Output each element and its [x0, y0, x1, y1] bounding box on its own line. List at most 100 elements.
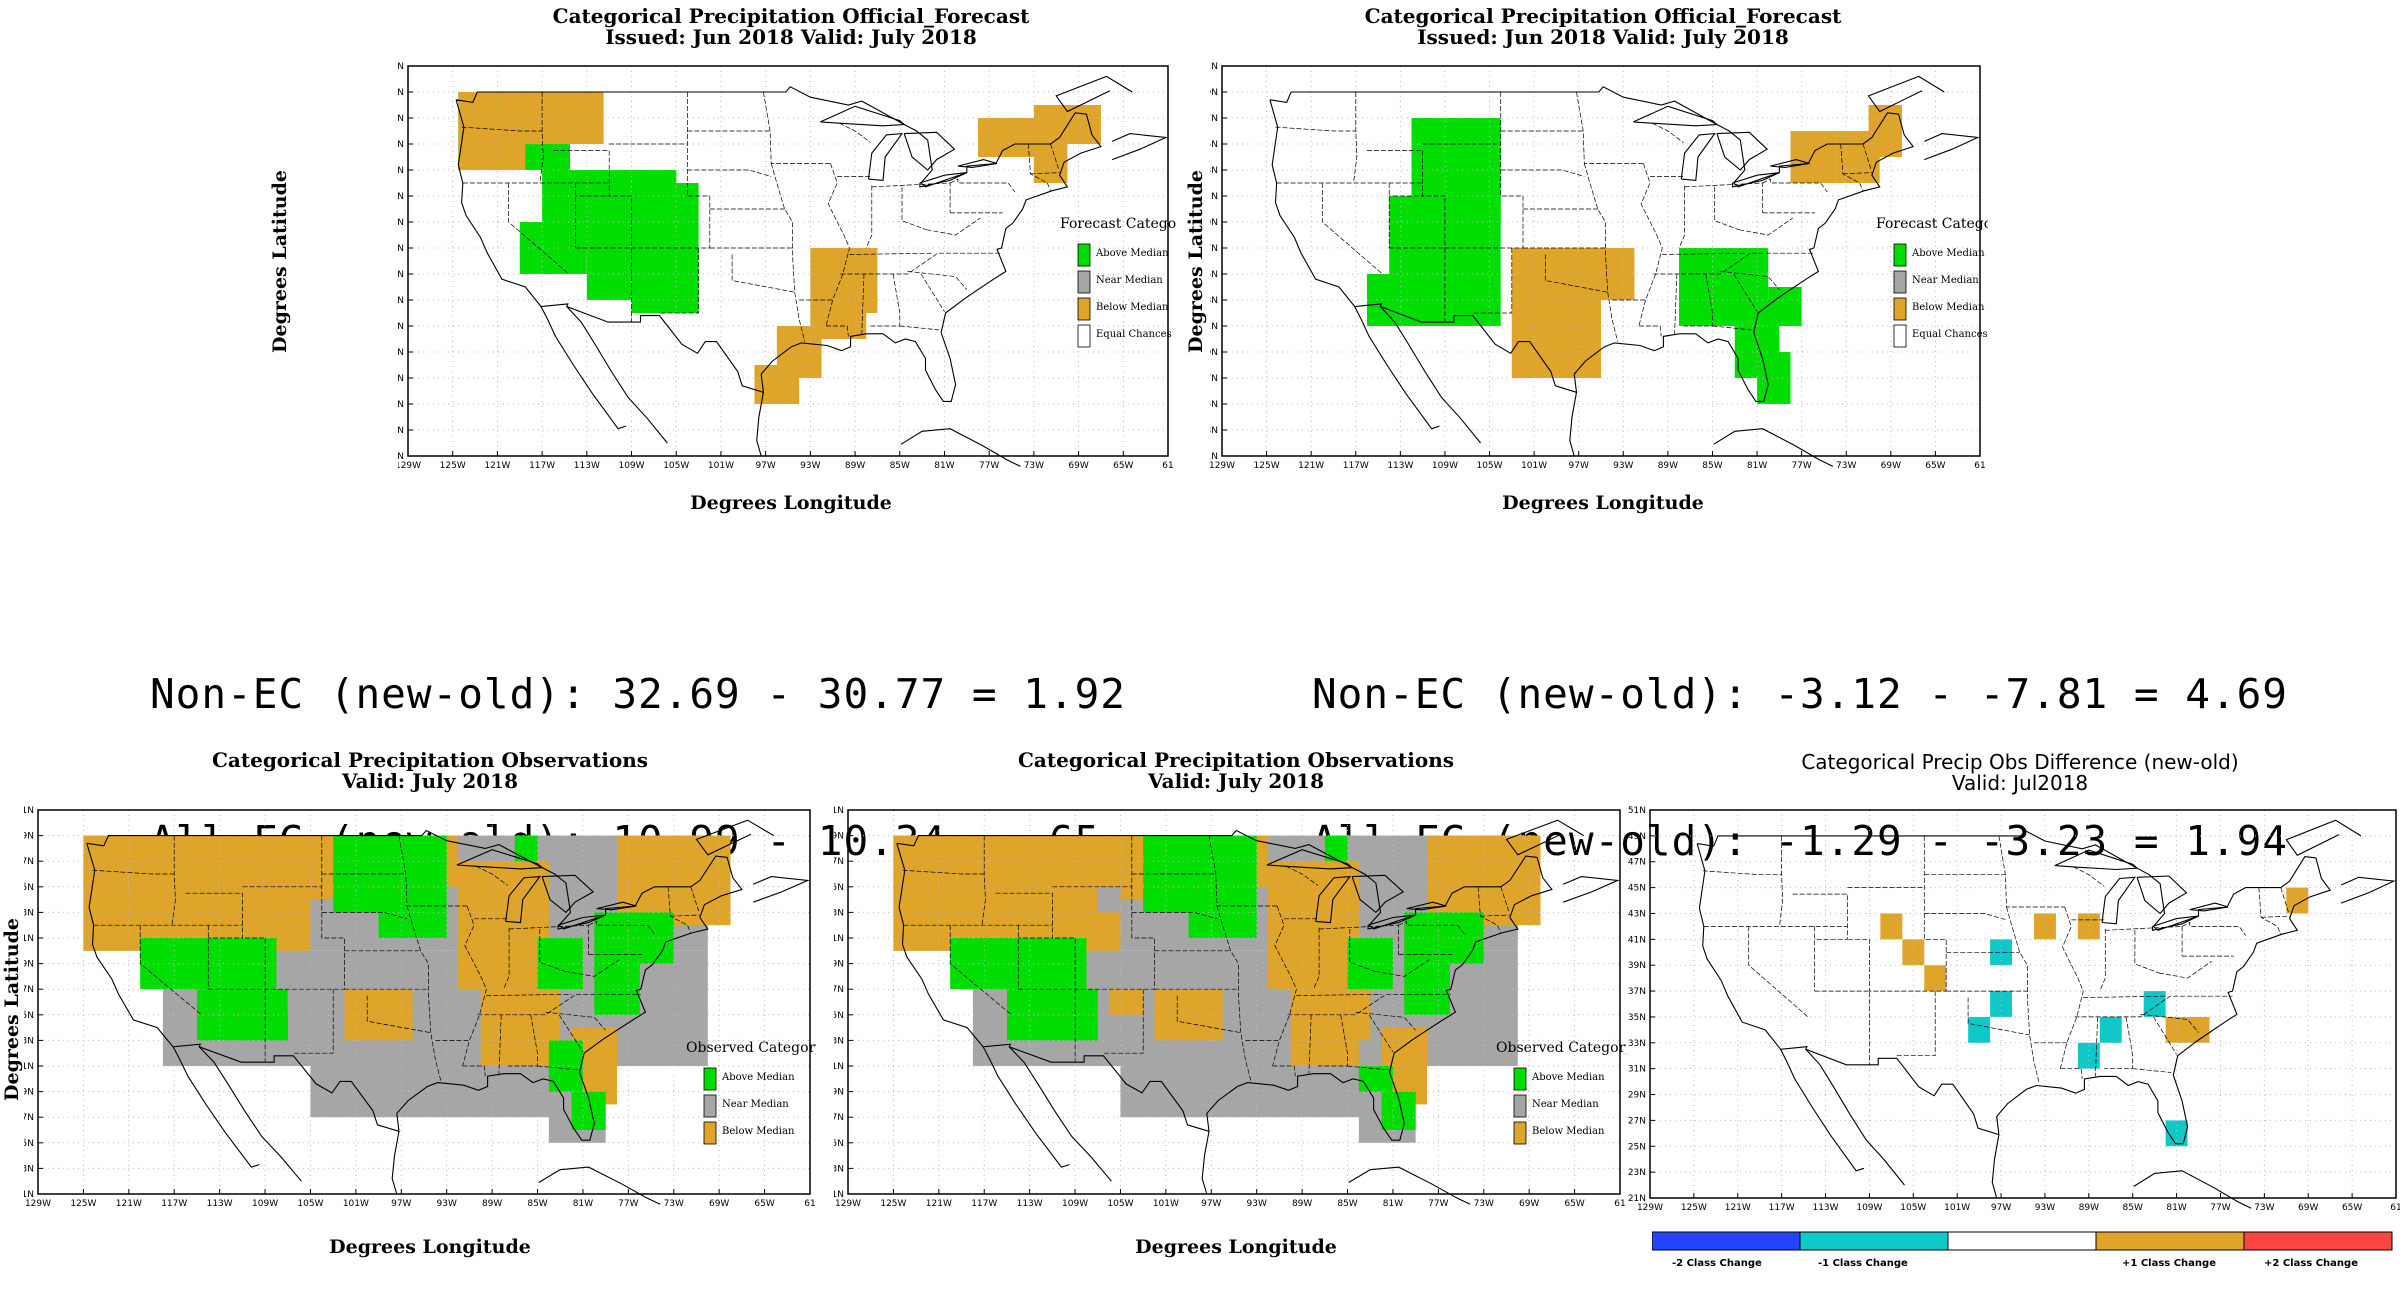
lat-tick-label: 37N	[398, 244, 404, 254]
lat-tick-label: 33N	[398, 296, 404, 306]
legend-swatch	[1513, 1067, 1527, 1091]
lat-lon-grid	[1649, 809, 2397, 1199]
diff-colorbar	[1652, 1231, 2393, 1251]
lon-tick-label: 121W	[926, 1199, 952, 1209]
legend-label: Above Median	[1531, 1072, 1605, 1083]
obs-middle-map: 51N 49N 47N 45N 43N 41N 39N 37N 35N 33N 31N 29N 27N 2…	[834, 806, 1626, 1209]
lat-tick-label: 31N	[398, 322, 404, 332]
lon-tick-label: 93W	[800, 461, 820, 471]
axis-ticks: 51N 49N 47N 45N 43N 41N 39N 37N 35N 33N 31N 29N 27N 2…	[1210, 62, 1986, 471]
lat-tick-label: 27N	[1628, 1116, 1646, 1126]
axis-ticks: 51N 49N 47N 45N 43N 41N 39N 37N 35N 33N 31N 29N 27N 2…	[24, 806, 816, 1209]
map-legend: Forecast Category Above Median Near Median…	[1060, 216, 1176, 348]
lat-tick-label: 25N	[1210, 400, 1218, 410]
grid-cell	[1358, 1040, 1382, 1066]
lon-tick-label: 109W	[618, 461, 644, 471]
lon-tick-label: 81W	[1747, 461, 1767, 471]
obs-left-ylabel: Degrees Latitude	[1, 918, 23, 1101]
lon-tick-label: 101W	[1944, 1203, 1970, 1213]
lon-tick-label: 129W	[835, 1199, 861, 1209]
lat-tick-label: 41N	[1210, 192, 1218, 202]
legend-title: Observed Category	[1496, 1040, 1626, 1056]
lon-tick-label: 109W	[1432, 461, 1458, 471]
lat-tick-label: 47N	[24, 857, 34, 867]
lat-tick-label: 31N	[1210, 322, 1218, 332]
lat-tick-label: 49N	[24, 832, 34, 842]
lat-tick-label: 33N	[24, 1036, 34, 1046]
legend-label: Near Median	[1532, 1099, 1599, 1110]
legend-label: Above Median	[1911, 248, 1985, 259]
legend-swatch	[1513, 1094, 1527, 1118]
lat-tick-label: 37N	[834, 985, 844, 995]
map-frame	[1221, 65, 1981, 457]
legend-swatch	[1893, 270, 1907, 294]
category-cells	[1880, 887, 2309, 1147]
grid-cell	[2286, 887, 2309, 914]
lon-tick-label: 117W	[1343, 461, 1369, 471]
lat-tick-label: 43N	[1210, 166, 1218, 176]
lat-tick-label: 47N	[1628, 858, 1646, 868]
obs-middle-title-line1: Categorical Precipitation Observations	[1017, 748, 1454, 772]
grid-cell	[2143, 991, 2166, 1017]
lon-tick-label: 109W	[1856, 1203, 1882, 1213]
lat-tick-label: 23N	[834, 1164, 844, 1174]
lon-tick-label: 61	[1974, 461, 1985, 471]
forecast-left-ylabel: Degrees Latitude	[269, 170, 291, 353]
lat-tick-label: 21N	[398, 452, 404, 462]
lat-tick-label: 31N	[1628, 1065, 1646, 1075]
legend-title: Forecast Category	[1876, 216, 1988, 232]
lat-tick-label: 39N	[834, 960, 844, 970]
legend-swatch	[1513, 1121, 1527, 1145]
legend-label: Near Median	[1096, 275, 1163, 286]
lat-tick-label: 49N	[834, 832, 844, 842]
lon-tick-label: 113W	[1387, 461, 1413, 471]
legend-label: Equal Chances	[1912, 329, 1988, 340]
lon-tick-label: 73W	[1024, 461, 1044, 471]
lat-tick-label: 41N	[398, 192, 404, 202]
lat-tick-label: 23N	[398, 426, 404, 436]
grid-cell	[1902, 939, 1925, 966]
lat-tick-label: 27N	[834, 1113, 844, 1123]
lon-tick-label: 77W	[618, 1199, 638, 1209]
lat-tick-label: 25N	[1628, 1142, 1646, 1152]
grid-cell	[1924, 965, 1947, 992]
legend-swatch	[1077, 297, 1091, 321]
lat-tick-label: 25N	[834, 1139, 844, 1149]
lon-tick-label: 73W	[664, 1199, 684, 1209]
forecast-left-title-line2: Issued: Jun 2018 Valid: July 2018	[605, 25, 977, 49]
colorbar-segment	[1799, 1231, 1949, 1251]
lat-tick-label: 41N	[24, 934, 34, 944]
grid-cell	[1347, 938, 1393, 990]
scores-left-line1: Non-EC (new-old): 32.69 - 30.77 = 1.92	[150, 670, 1126, 718]
map-legend: Forecast Category Above Median Near Median…	[1876, 216, 1988, 348]
diff-title-line2: Valid: Jul2018	[1951, 771, 2089, 795]
lon-tick-label: 129W	[1637, 1203, 1663, 1213]
lat-tick-label: 33N	[1628, 1039, 1646, 1049]
lon-tick-label: 89W	[2079, 1203, 2099, 1213]
state-borders	[461, 91, 1060, 342]
grid-cell	[514, 835, 538, 862]
lon-tick-label: 117W	[971, 1199, 997, 1209]
lat-tick-label: 37N	[24, 985, 34, 995]
lon-tick-label: 89W	[1292, 1199, 1312, 1209]
lat-tick-label: 37N	[1628, 987, 1646, 997]
diff-title: Categorical Precip Obs Difference (new-o…	[1640, 752, 2400, 794]
legend-swatch	[703, 1094, 717, 1118]
obs-left-xlabel: Degrees Longitude	[329, 1236, 531, 1258]
colorbar-segment	[1947, 1231, 2097, 1251]
legend-label: Above Median	[1095, 248, 1169, 259]
lat-tick-label: 29N	[398, 348, 404, 358]
axis-ticks: 51N 49N 47N 45N 43N 41N 39N 37N 35N 33N 31N 29N 27N 2…	[834, 806, 1626, 1209]
lon-tick-label: 105W	[297, 1199, 323, 1209]
lon-tick-label: 85W	[890, 461, 910, 471]
legend-title: Observed Category	[686, 1040, 816, 1056]
lat-tick-label: 51N	[24, 806, 34, 816]
legend-swatch	[1077, 270, 1091, 294]
lon-tick-label: 65W	[2342, 1203, 2362, 1213]
lat-tick-label: 21N	[1210, 452, 1218, 462]
grid-cell	[480, 989, 561, 1066]
lon-tick-label: 125W	[70, 1199, 96, 1209]
lat-tick-label: 41N	[834, 934, 844, 944]
grid-cell	[537, 938, 583, 990]
lon-tick-label: 129W	[25, 1199, 51, 1209]
